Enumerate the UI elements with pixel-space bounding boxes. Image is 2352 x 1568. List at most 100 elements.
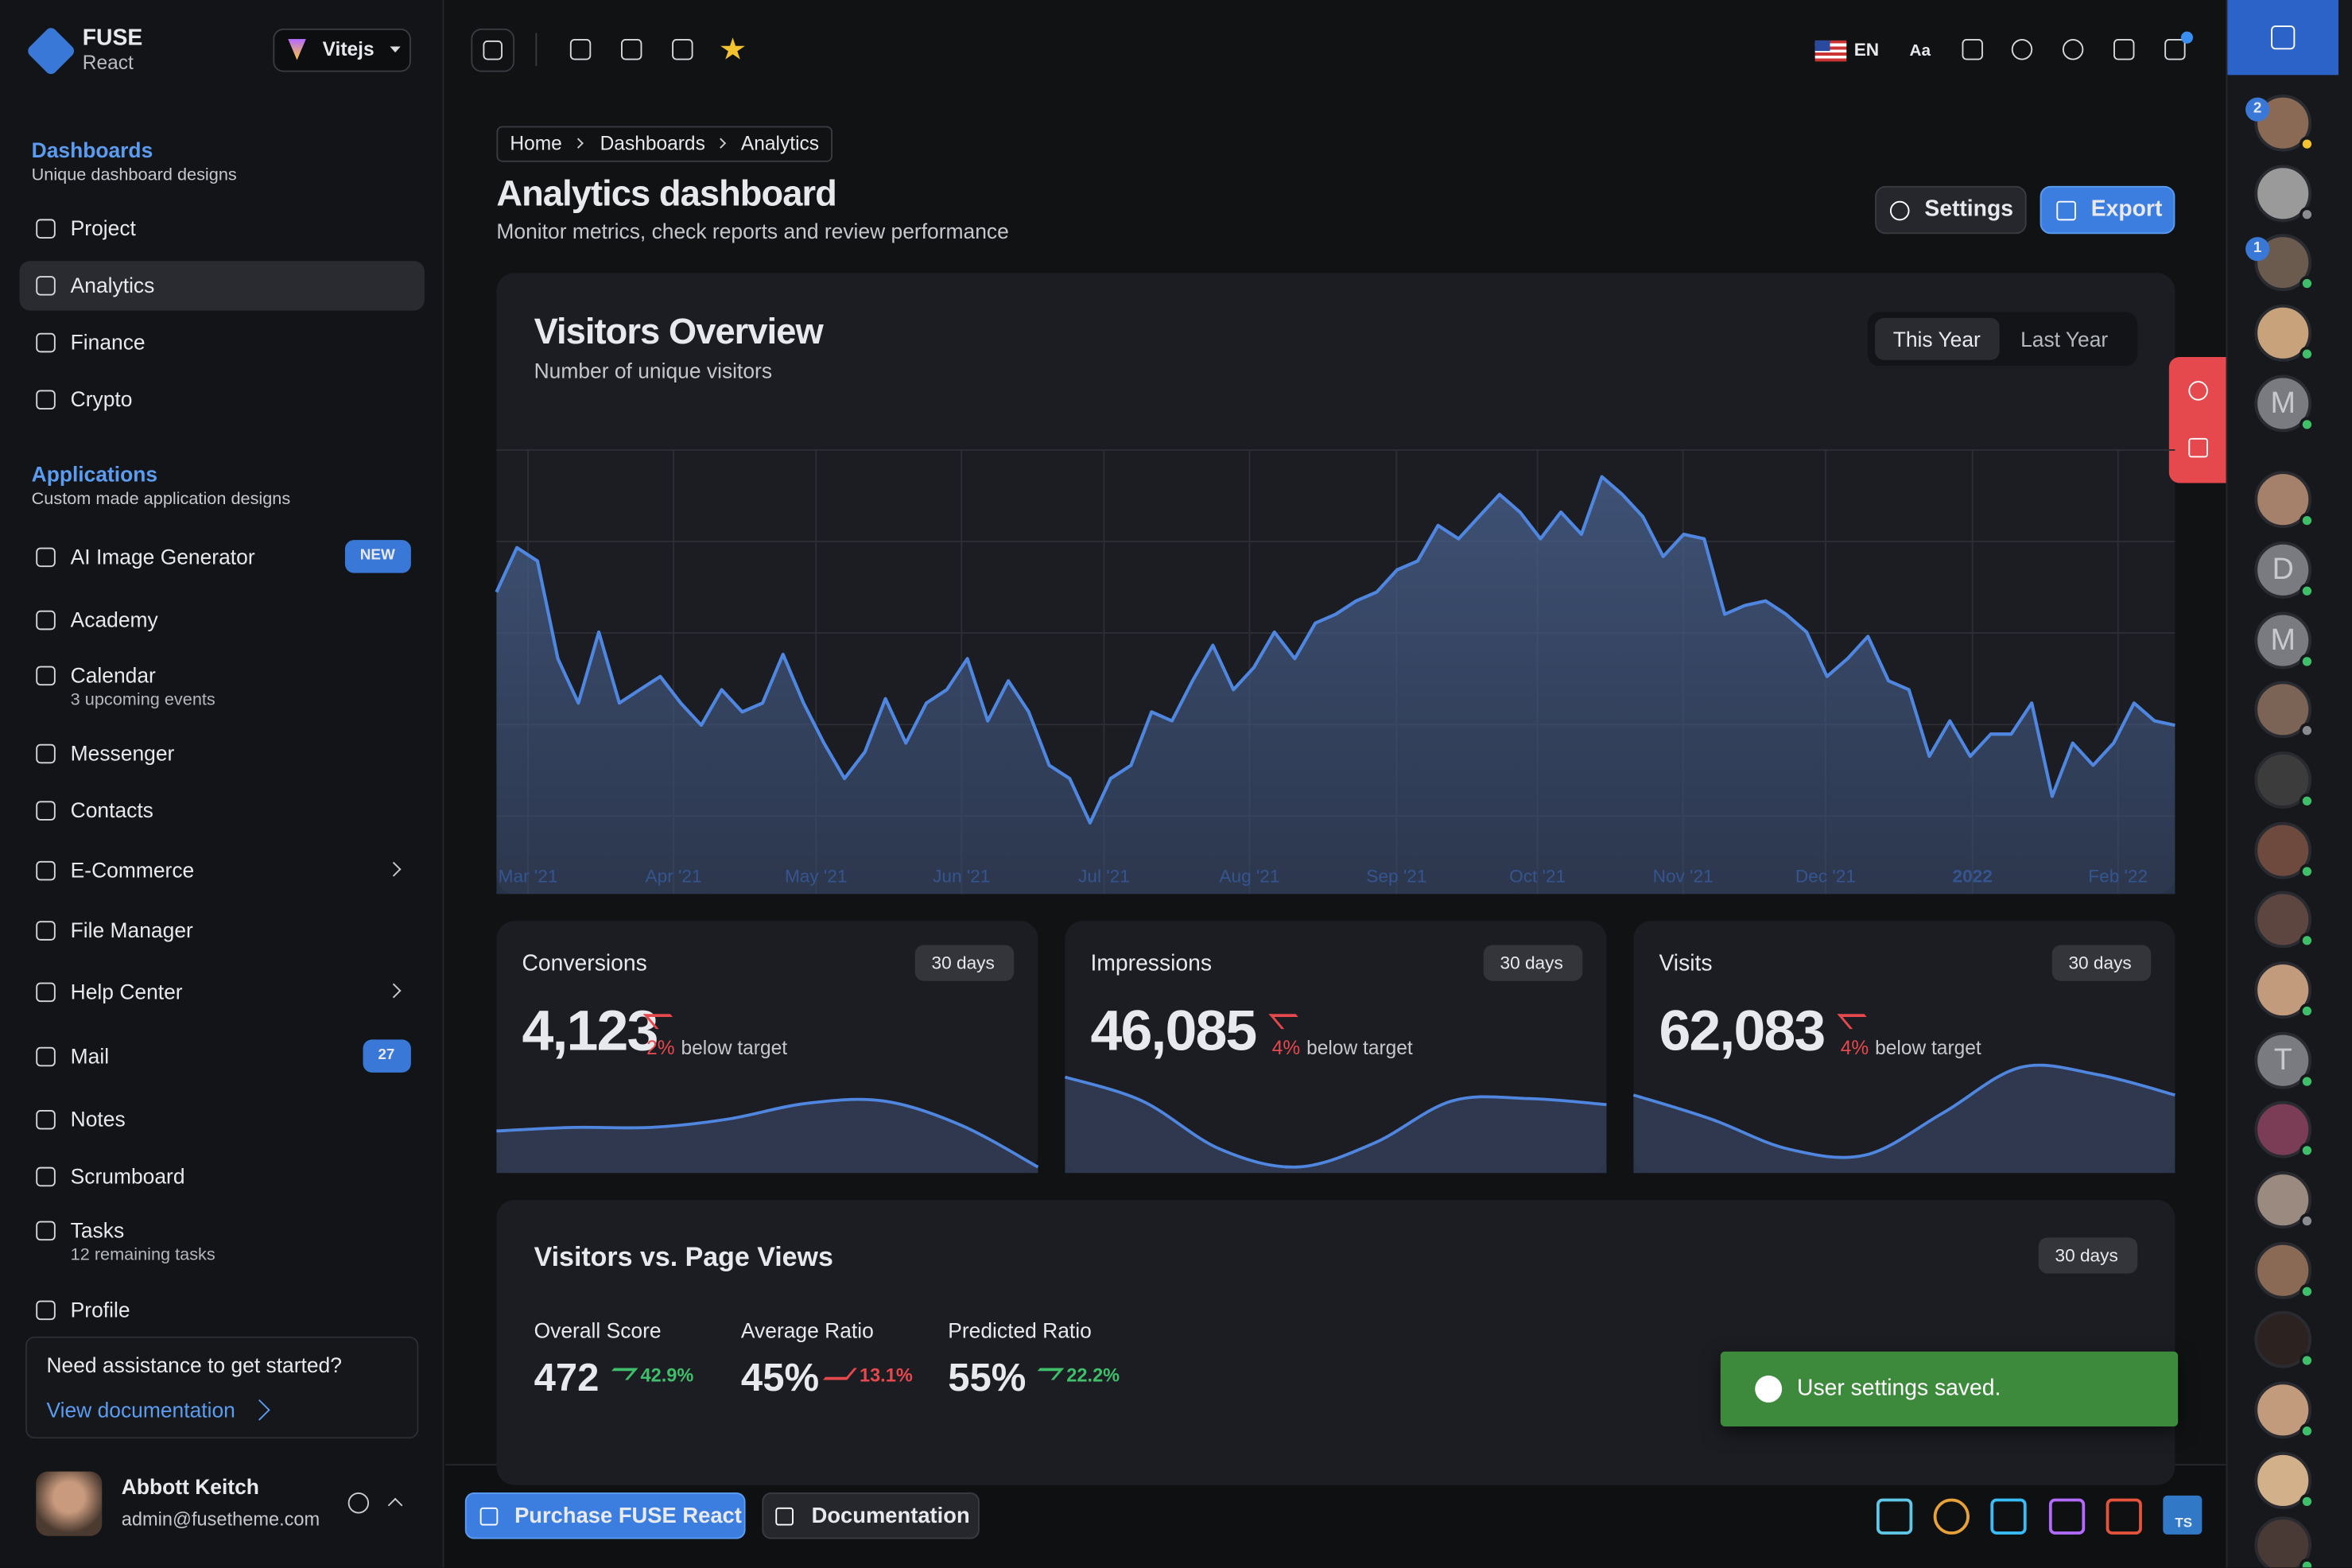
stat-title: Impressions	[1090, 951, 1213, 977]
breadcrumb-item[interactable]: Dashboards	[600, 132, 705, 155]
icon	[35, 665, 55, 685]
status-dot	[2299, 1558, 2315, 1568]
side-tab[interactable]	[2168, 356, 2226, 483]
stat-value: 472	[534, 1354, 600, 1400]
contact-avatar[interactable]	[2254, 681, 2312, 739]
icon	[35, 1220, 55, 1240]
period: 30 days	[2068, 952, 2132, 974]
nav-note: 3 upcoming events	[70, 691, 215, 710]
status-dot	[2299, 1353, 2315, 1368]
stat-value: 45%	[740, 1354, 820, 1400]
tech-logo	[1990, 1498, 2027, 1535]
font-size-label: Aa	[1909, 41, 1931, 60]
user-email: admin@fusetheme.com	[121, 1508, 320, 1531]
icon	[35, 1046, 55, 1066]
contact-avatar[interactable]	[2254, 1310, 2312, 1368]
tab[interactable]: This Year	[1892, 327, 1981, 351]
period-badge	[2038, 1237, 2138, 1274]
nav-label: Scrumboard	[70, 1163, 185, 1189]
nav-label: Calendar	[70, 662, 156, 688]
export-button[interactable]	[2040, 185, 2175, 235]
icon	[35, 1166, 55, 1186]
help-link[interactable]: View documentation	[46, 1398, 235, 1422]
breadcrumb-item[interactable]: Home	[510, 132, 562, 155]
flag-canton	[1814, 40, 1830, 52]
toggle-button[interactable]	[471, 28, 515, 72]
nav-badge	[363, 1039, 411, 1073]
breadcrumb-item: Analytics	[740, 132, 820, 155]
contact-initial: M	[2270, 386, 2296, 421]
icon	[2271, 25, 2296, 50]
icon	[479, 1507, 499, 1526]
notify-dot	[2180, 31, 2194, 44]
chat-button[interactable]	[2227, 0, 2339, 76]
contact-initial: T	[2273, 1043, 2292, 1077]
nav-active	[19, 261, 425, 311]
toast	[1720, 1351, 2179, 1427]
status-dot	[2299, 1213, 2315, 1229]
button-label: Settings	[1924, 196, 2014, 223]
nav-label: Notes	[70, 1107, 126, 1131]
user-avatar	[36, 1471, 103, 1536]
nav-label: Help Center	[70, 979, 183, 1004]
contact-avatar[interactable]	[2254, 751, 2312, 809]
x-label: May '21	[784, 865, 848, 887]
stat-title: Visits	[1659, 951, 1713, 977]
breadcrumb	[496, 126, 833, 162]
card-title: Visitors Overview	[534, 312, 824, 353]
x-label: Oct '21	[1509, 865, 1566, 887]
page-subtitle: Monitor metrics, check reports and revie…	[496, 219, 1009, 243]
divider	[535, 33, 538, 67]
contact-avatar[interactable]	[2254, 821, 2312, 879]
status-dot	[2299, 276, 2315, 291]
nav-badge-text: NEW	[359, 547, 395, 565]
icon	[35, 743, 55, 763]
contact-avatar[interactable]	[2254, 1171, 2312, 1229]
status-dot	[2299, 1143, 2315, 1159]
icon	[35, 1109, 55, 1129]
toast-text: User settings saved.	[1797, 1375, 2001, 1401]
period-badge	[914, 945, 1015, 981]
brand-sub: React	[82, 51, 134, 74]
stat-title: Conversions	[522, 951, 647, 977]
icon	[2055, 200, 2075, 220]
star	[720, 37, 745, 60]
icon	[35, 389, 55, 409]
change-note: below target	[1306, 1036, 1413, 1059]
x-label: Apr '21	[645, 865, 702, 887]
docs-button[interactable]	[762, 1492, 980, 1539]
status-dot	[2299, 583, 2315, 599]
purchase-button[interactable]	[464, 1492, 746, 1539]
section-subtitle: Unique dashboard designs	[31, 166, 237, 185]
nav-label: Finance	[70, 330, 146, 355]
tech-logo	[1876, 1498, 1913, 1535]
stat-value: 4,123	[522, 1000, 658, 1064]
icon	[2062, 39, 2084, 60]
icon	[775, 1507, 794, 1526]
status-dot	[2299, 417, 2315, 433]
stat-value: 55%	[948, 1354, 1027, 1400]
tab[interactable]: Last Year	[2020, 327, 2109, 351]
icon	[569, 39, 592, 60]
nav-label: Academy	[70, 607, 158, 632]
nav-label: Messenger	[70, 740, 175, 766]
nav-badge	[344, 540, 411, 573]
card-title: Visitors vs. Page Views	[534, 1242, 833, 1272]
icon	[35, 1299, 55, 1320]
icon	[2011, 39, 2033, 60]
tab-active[interactable]	[1875, 317, 2000, 360]
nav-badge-text: 27	[378, 1046, 395, 1064]
contact-avatar[interactable]	[2254, 1452, 2312, 1509]
icon	[35, 981, 55, 1002]
status-dot	[2299, 136, 2315, 152]
check	[1755, 1375, 1783, 1403]
x-label: Aug '21	[1219, 865, 1280, 887]
period-badge	[1483, 945, 1583, 981]
icon	[347, 1492, 370, 1514]
nav-label: Crypto	[70, 386, 133, 411]
status-dot	[2299, 207, 2315, 223]
unread-badge	[2245, 97, 2270, 122]
icon	[672, 39, 693, 60]
status-dot	[2299, 346, 2315, 362]
